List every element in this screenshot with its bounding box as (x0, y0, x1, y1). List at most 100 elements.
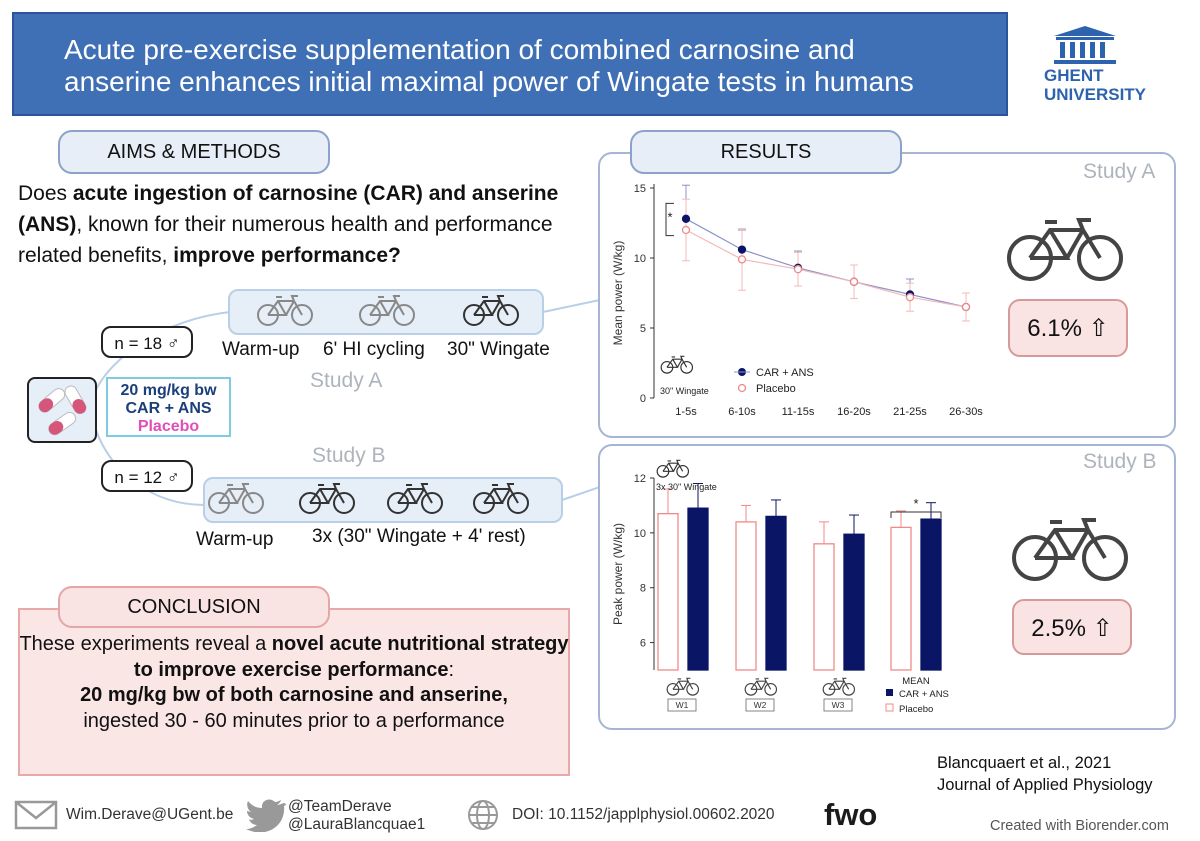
bicycle-icon (744, 677, 778, 696)
step-label: 30" Wingate (447, 339, 550, 360)
x-tick-label: 1-5s (675, 406, 697, 418)
conclusion-plain: : (448, 658, 455, 681)
doi-link[interactable]: DOI: 10.1152/japplphysiol.00602.2020 (512, 806, 775, 823)
significance-marker: * (913, 496, 918, 511)
bicycle-icon (822, 677, 856, 696)
email-icon (14, 800, 58, 830)
twitter-handles: @TeamDerave @LauraBlancquae1 (288, 798, 425, 834)
legend-marker (737, 383, 747, 393)
citation-journal: Journal of Applied Physiology (937, 776, 1153, 794)
bar (735, 521, 757, 671)
citation-authors: Blancquaert et al., 2021 (937, 754, 1112, 772)
dose-placebo: Placebo (137, 418, 200, 435)
twitter-handle-link[interactable]: @LauraBlancquae1 (288, 816, 426, 833)
dose-treatment: CAR + ANS (125, 400, 212, 417)
bicycle-icon (359, 295, 415, 326)
data-point (793, 265, 803, 274)
email-link[interactable]: Wim.Derave@UGent.be (66, 806, 234, 823)
x-tick-label: W2 (754, 700, 767, 710)
data-point (905, 293, 915, 302)
fwo-logo: fwo (824, 798, 877, 832)
bicycle-icon (463, 295, 519, 326)
bar (843, 533, 865, 671)
bicycle-icon (473, 483, 529, 514)
bicycle-icon (208, 483, 264, 514)
results-panel-study-a (598, 152, 1176, 438)
results-study-a-label: Study A (1083, 160, 1156, 183)
legend-label: Placebo (756, 383, 796, 395)
x-tick-label: 11-15s (782, 406, 815, 418)
study-a-label: Study A (310, 369, 383, 392)
conclusion-heading: CONCLUSION (58, 586, 330, 628)
study-a-sample-size: n = 18 ♂ (101, 326, 193, 358)
bar (890, 526, 912, 671)
series-line (685, 218, 967, 308)
conclusion-bold: novel acute nutritional strategy to impr… (133, 633, 569, 681)
y-tick-label: 6 (640, 638, 646, 650)
question-text: Does (18, 182, 73, 205)
bicycle-icon (660, 355, 694, 374)
twitter-icon (246, 799, 286, 832)
research-question: Does acute ingestion of carnosine (CAR) … (18, 178, 598, 271)
inset-label: 3x 30" Wingate (656, 482, 717, 492)
bicycle-icon (387, 483, 443, 514)
study-b-label: Study B (312, 444, 386, 467)
bar (920, 518, 942, 671)
data-point (681, 214, 691, 223)
question-text: , known for their numerous health and pe… (18, 213, 553, 267)
conclusion-plain: These experiments reveal a (19, 633, 272, 655)
step-label: 6' HI cycling (323, 339, 425, 360)
y-tick-label: 8 (640, 583, 646, 595)
wingate-label-box (667, 698, 697, 712)
bicycle-icon (1007, 218, 1123, 281)
bicycle-icon (1012, 518, 1128, 581)
dose-box: 20 mg/kg bw CAR + ANS Placebo (106, 377, 231, 437)
university-line-1: GHENT (1044, 66, 1104, 85)
data-point (737, 245, 747, 254)
y-tick-label: 5 (640, 323, 646, 335)
significance-marker: * (667, 210, 672, 225)
title-banner: Acute pre-exercise supplementation of co… (12, 12, 1008, 116)
bicycle-icon (666, 677, 700, 696)
legend-swatch (885, 703, 894, 712)
conclusion-box (18, 608, 570, 776)
globe-icon (468, 800, 498, 830)
data-point (849, 277, 859, 286)
university-name: GHENT UNIVERSITY (1044, 66, 1146, 104)
legend-swatch (886, 689, 893, 696)
x-tick-label: 16-20s (837, 406, 871, 418)
dose-amount: 20 mg/kg bw (120, 382, 217, 399)
bar (657, 513, 679, 671)
x-tick-label: 21-25s (893, 406, 927, 418)
x-tick-label: MEAN (902, 676, 930, 687)
y-tick-label: 10 (634, 253, 646, 265)
results-study-b-label: Study B (1083, 450, 1157, 473)
supplement-box (27, 377, 97, 443)
fwo-logo-text: fwo (824, 798, 877, 832)
twitter-handle-link[interactable]: @TeamDerave (288, 798, 392, 815)
conclusion-timing: ingested 30 - 60 minutes prior to a perf… (83, 709, 505, 732)
bar (813, 543, 835, 671)
legend-label: CAR + ANS (899, 689, 949, 700)
study-b-result-badge: 2.5% ⇧ (1012, 599, 1132, 655)
x-tick-label: 6-10s (728, 406, 756, 418)
x-tick-label: W1 (676, 700, 689, 710)
wingate-label-box (745, 698, 775, 712)
step-label: 3x (30" Wingate + 4' rest) (312, 526, 526, 547)
conclusion-text: These experiments reveal a novel acute n… (18, 632, 570, 734)
university-line-2: UNIVERSITY (1044, 85, 1147, 104)
question-bold: improve performance? (173, 244, 401, 267)
peak-power-bar-chart: 6 8 10 12 Peak power (W/kg) W1 W2 W3 MEAN * 3x 30"… (611, 459, 949, 715)
step-label: Warm-up (222, 339, 300, 360)
legend-label: Placebo (899, 704, 933, 715)
significance-bracket (665, 202, 674, 237)
citation: Blancquaert et al., 2021 Journal of Appl… (937, 752, 1153, 796)
results-heading: RESULTS (630, 130, 902, 174)
study-b-sample-size: n = 12 ♂ (101, 460, 193, 492)
y-tick-label: 12 (634, 473, 646, 485)
pills-icon (38, 385, 87, 436)
bicycle-icon (299, 483, 355, 514)
question-bold: acute ingestion of carnosine (CAR) and a… (18, 182, 559, 236)
ghent-university-logo-icon (1054, 26, 1116, 64)
significance-bracket (890, 511, 942, 518)
